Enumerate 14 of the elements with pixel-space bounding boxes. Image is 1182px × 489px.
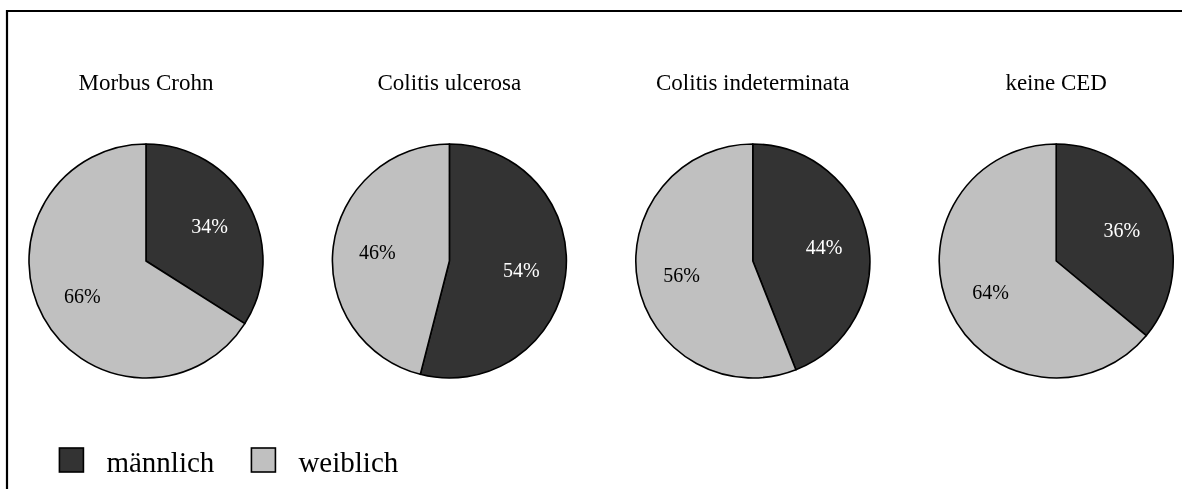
legend-label: männlich — [106, 446, 215, 478]
chart-title: keine CED — [1005, 70, 1107, 95]
legend-label: weiblich — [298, 446, 399, 478]
data-label: 36% — [1103, 219, 1141, 242]
data-label: 64% — [972, 280, 1009, 303]
chart-title: Colitis ulcerosa — [377, 70, 522, 95]
data-label: 44% — [805, 236, 843, 259]
data-label: 66% — [64, 284, 101, 307]
data-label: 56% — [663, 263, 700, 286]
data-label: 54% — [503, 259, 540, 282]
chart-title: Colitis indeterminata — [656, 70, 850, 95]
chart-title: Morbus Crohn — [78, 70, 214, 95]
data-label: 34% — [191, 215, 228, 238]
data-label: 46% — [359, 240, 396, 263]
